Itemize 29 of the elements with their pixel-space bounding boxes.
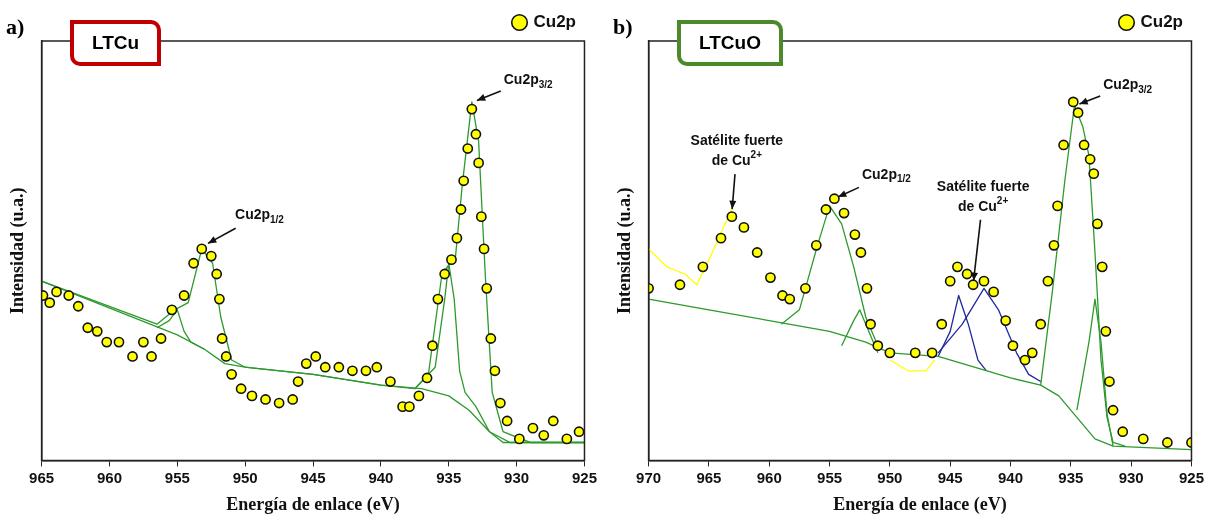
x-tick-label: 930 <box>1118 468 1144 486</box>
chart-title: LTCuO <box>677 20 783 66</box>
x-tick-label: 930 <box>504 468 530 486</box>
y-axis-title: Intensidad (u.a.) <box>614 187 636 314</box>
x-tick-label: 945 <box>300 468 326 486</box>
text: b) <box>613 14 633 40</box>
x-tick-label: 940 <box>998 468 1024 486</box>
x-tick-label: 970 <box>636 468 662 486</box>
x-tick-label: 955 <box>817 468 843 486</box>
x-axis-title: Energía de enlace (eV) <box>226 493 400 515</box>
x-tick-label: 925 <box>571 468 597 486</box>
text: a) <box>6 14 25 40</box>
y-axis-title: Intensidad (u.a.) <box>7 187 29 314</box>
x-tick-label: 945 <box>937 468 963 486</box>
x-tick-label: 940 <box>368 468 394 486</box>
x-tick-label: 935 <box>1058 468 1084 486</box>
x-tick-label: 965 <box>696 468 722 486</box>
x-tick-label: 960 <box>756 468 782 486</box>
x-tick-label: 955 <box>164 468 190 486</box>
x-tick-label: 950 <box>877 468 903 486</box>
legend-label: Cu2p <box>533 12 576 32</box>
x-tick-label: 950 <box>232 468 258 486</box>
x-tick-label: 925 <box>1178 468 1204 486</box>
x-tick-label: 960 <box>96 468 122 486</box>
legend-label: Cu2p <box>1140 12 1183 32</box>
x-axis-title: Energía de enlace (eV) <box>833 493 1007 515</box>
x-tick-label: 965 <box>29 468 55 486</box>
chart-title: LTCu <box>70 20 162 66</box>
x-tick-label: 935 <box>436 468 462 486</box>
